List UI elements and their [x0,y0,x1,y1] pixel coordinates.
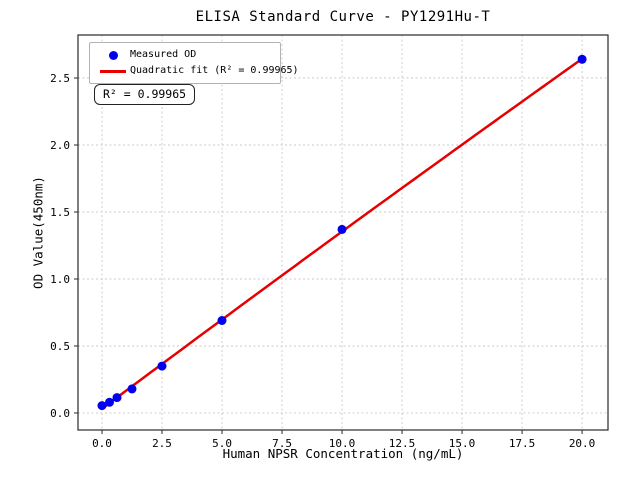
y-tick-label: 1.5 [50,206,70,219]
y-tick-label: 2.0 [50,139,70,152]
r-squared-annotation: R² = 0.99965 [94,84,196,105]
x-tick-label: 0.0 [92,437,112,450]
legend: Measured OD Quadratic fit (R² = 0.99965) [89,42,299,84]
x-tick-label: 20.0 [569,437,596,450]
measured-od-data-point [127,384,137,394]
legend-label-measured-od: Measured OD [130,49,197,60]
x-tick-label: 7.5 [272,437,292,450]
x-tick-label: 12.5 [389,437,416,450]
legend-marker-cell [96,50,130,60]
measured-od-data-point [157,361,167,371]
x-tick-label: 10.0 [329,437,356,450]
legend-item-measured-od: Measured OD [96,47,274,63]
measured-od-data-point [577,54,587,64]
x-tick-label: 15.0 [449,437,476,450]
plot-spines [77,34,609,431]
legend-item-quadratic-fit: Quadratic fit (R² = 0.99965) [96,63,299,79]
x-tick-label: 5.0 [212,437,232,450]
measured-od-data-point [105,397,114,407]
measured-od-data-point [112,393,122,403]
measured-od-data-point [337,224,347,234]
x-tick-label: 17.5 [509,437,536,450]
y-tick-label: 2.5 [50,72,70,85]
chart-title: ELISA Standard Curve - PY1291Hu-T [195,9,491,25]
x-tick-label: 2.5 [152,437,172,450]
x-axis-label: Human NPSR Concentration (ng/mL) [222,446,464,461]
legend-marker-cell [96,69,130,73]
measured-od-data-point [97,401,107,411]
measured-od-data-point [217,316,227,325]
y-axis-label: OD Value(450nm) [30,176,46,289]
y-tick-label: 1.0 [50,273,70,286]
fit-line-icon [100,69,126,73]
y-tick-label: 0.5 [50,340,70,353]
measured-od-dot-icon [108,50,118,60]
y-tick-label: 0.0 [50,407,70,420]
legend-label-quadratic-fit: Quadratic fit (R² = 0.99965) [130,65,299,76]
